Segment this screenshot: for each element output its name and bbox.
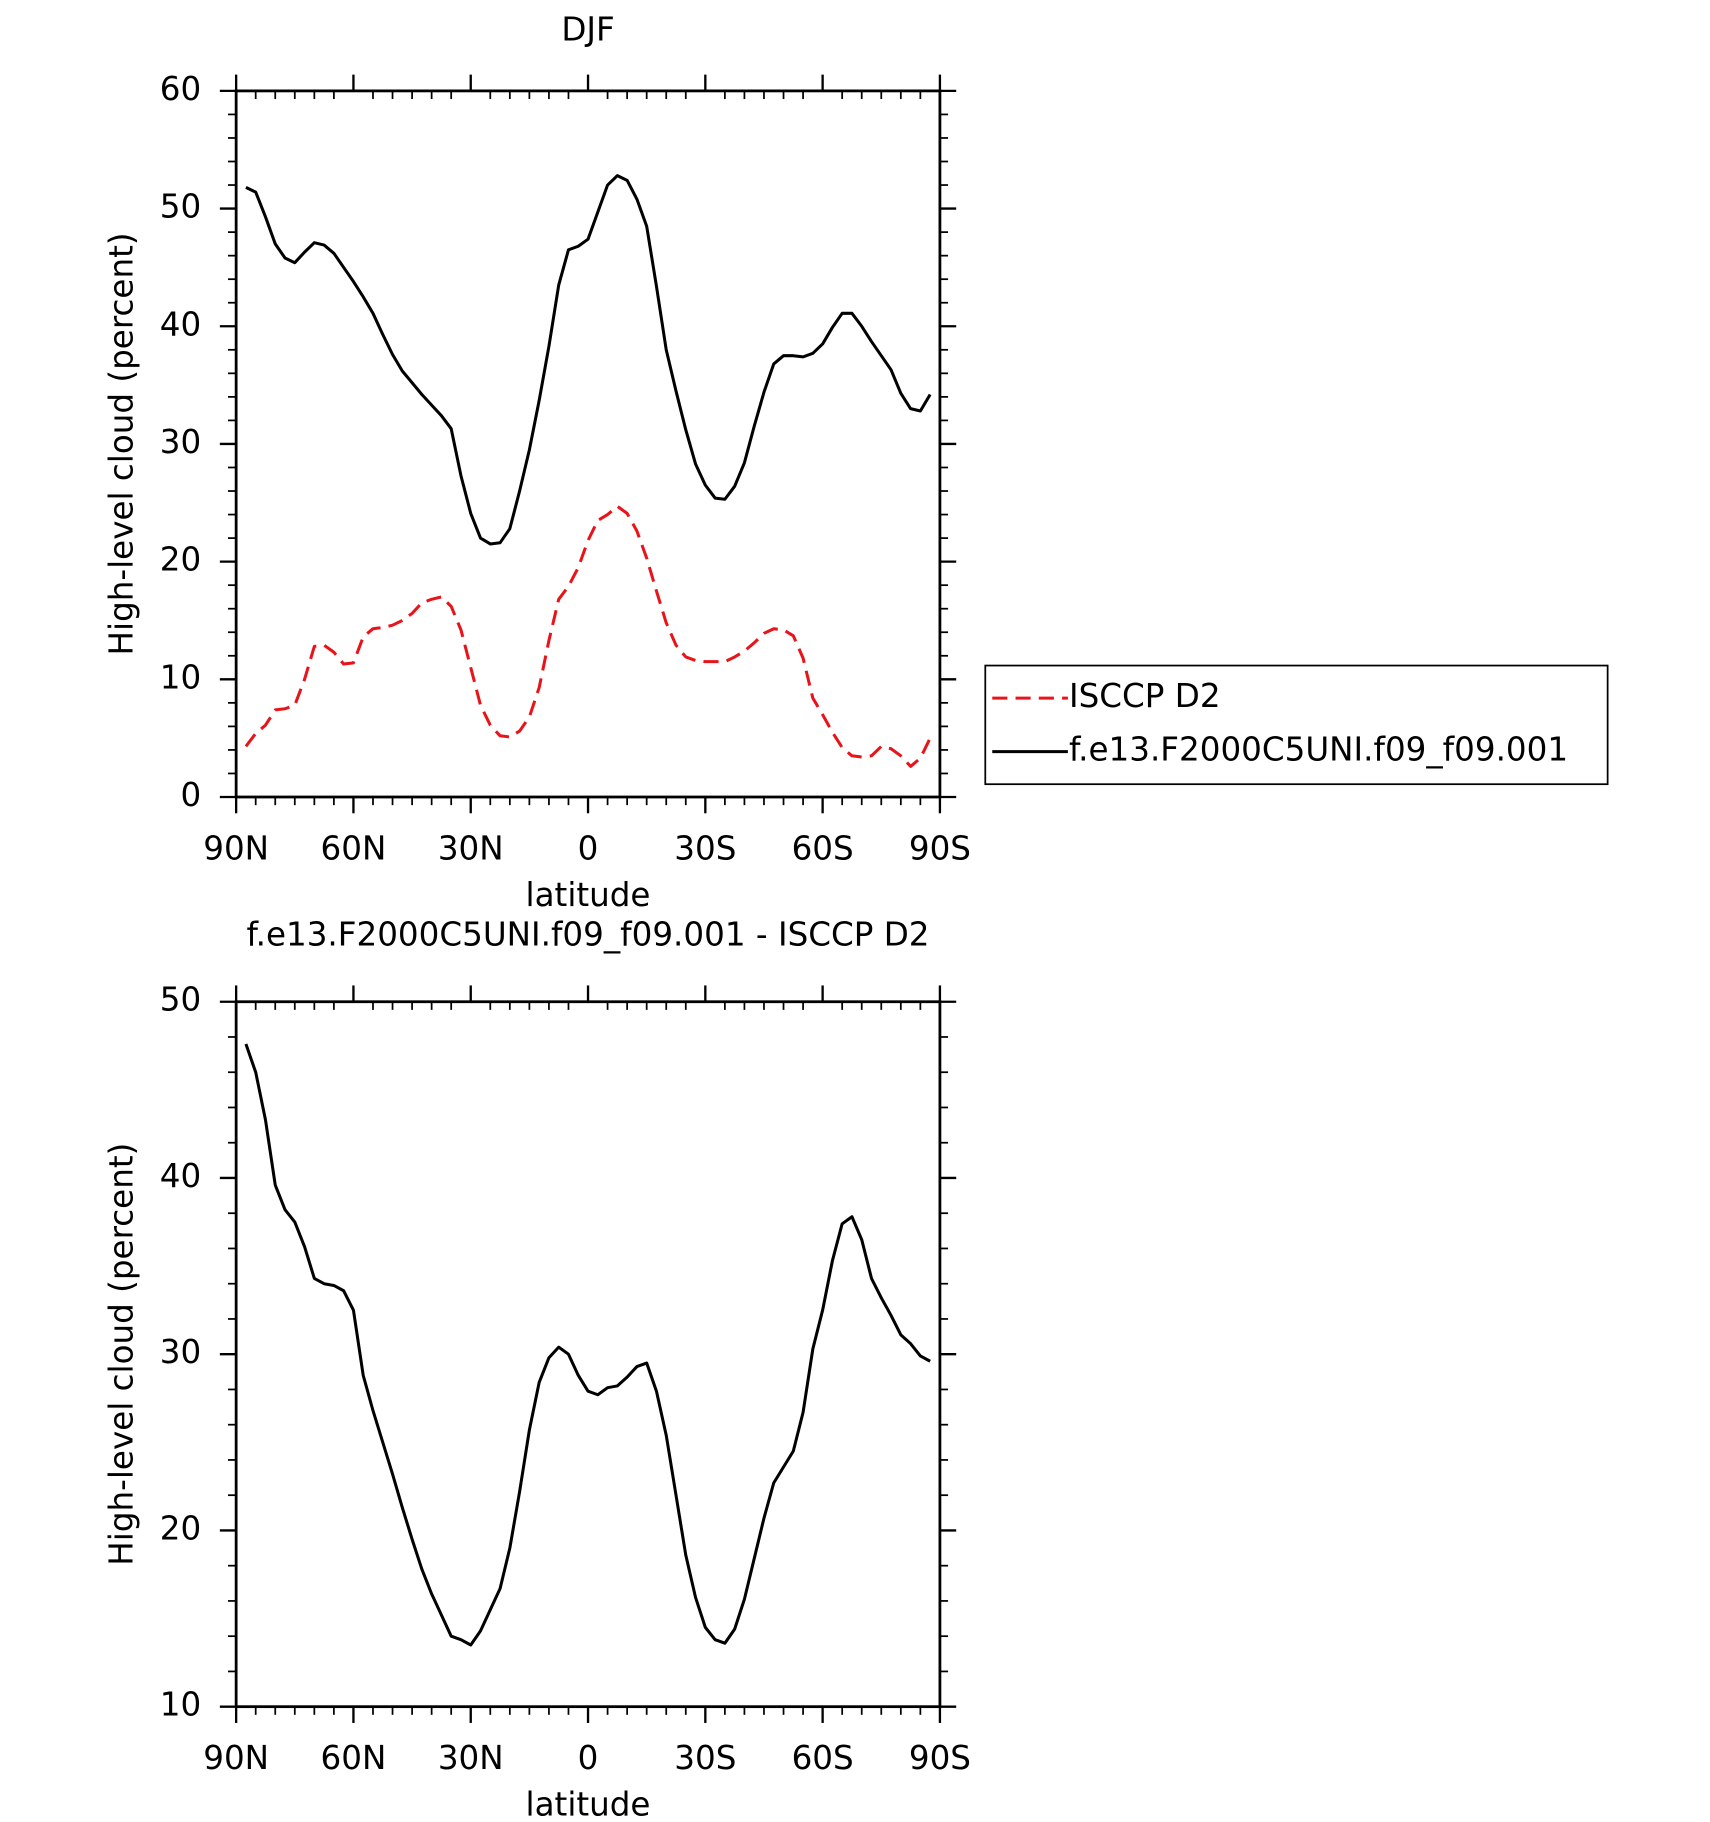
y-tick-label: 60 [160, 70, 201, 108]
x-tick-label: 30N [438, 830, 504, 868]
y-tick-label: 40 [160, 1157, 201, 1195]
x-tick-label: 30S [674, 830, 736, 868]
y-tick-label: 50 [160, 981, 201, 1019]
x-tick-label: 90S [909, 830, 971, 868]
x-tick-label: 30S [674, 1739, 736, 1777]
y-tick-label: 50 [160, 188, 201, 226]
x-axis-label: latitude [526, 876, 651, 914]
x-tick-label: 60S [792, 830, 854, 868]
legend-label: f.e13.F2000C5UNI.f09_f09.001 [1069, 731, 1568, 769]
x-tick-label: 0 [578, 1739, 599, 1777]
y-axis-label: High-level cloud (percent) [102, 232, 140, 655]
x-tick-label: 60N [321, 830, 387, 868]
y-tick-label: 40 [160, 305, 201, 343]
x-tick-label: 60S [792, 1739, 854, 1777]
y-tick-label: 10 [160, 1686, 201, 1724]
data-line [245, 174, 932, 546]
x-tick-label: 30N [438, 1739, 504, 1777]
y-tick-label: 30 [160, 423, 201, 461]
y-axis-label: High-level cloud (percent) [102, 1143, 140, 1566]
y-tick-label: 30 [160, 1333, 201, 1371]
y-tick-label: 20 [160, 541, 201, 579]
legend-box [984, 664, 1609, 786]
data-line [244, 1043, 931, 1647]
legend-label: ISCCP D2 [1069, 677, 1221, 715]
x-axis-label: latitude [526, 1786, 651, 1822]
plot-frame [234, 1000, 942, 1709]
x-tick-label: 90N [203, 830, 269, 868]
x-tick-label: 0 [578, 830, 599, 868]
chart-title: f.e13.F2000C5UNI.f09_f09.001 - ISCCP D2 [247, 916, 930, 954]
x-tick-label: 90N [203, 1739, 269, 1777]
y-tick-label: 0 [181, 776, 202, 814]
x-tick-label: 90S [909, 1739, 971, 1777]
y-tick-label: 10 [160, 658, 201, 696]
plot-frame [234, 89, 942, 799]
data-line [244, 504, 932, 768]
x-tick-label: 60N [321, 1739, 387, 1777]
y-tick-label: 20 [160, 1509, 201, 1547]
chart-title: DJF [561, 11, 614, 49]
